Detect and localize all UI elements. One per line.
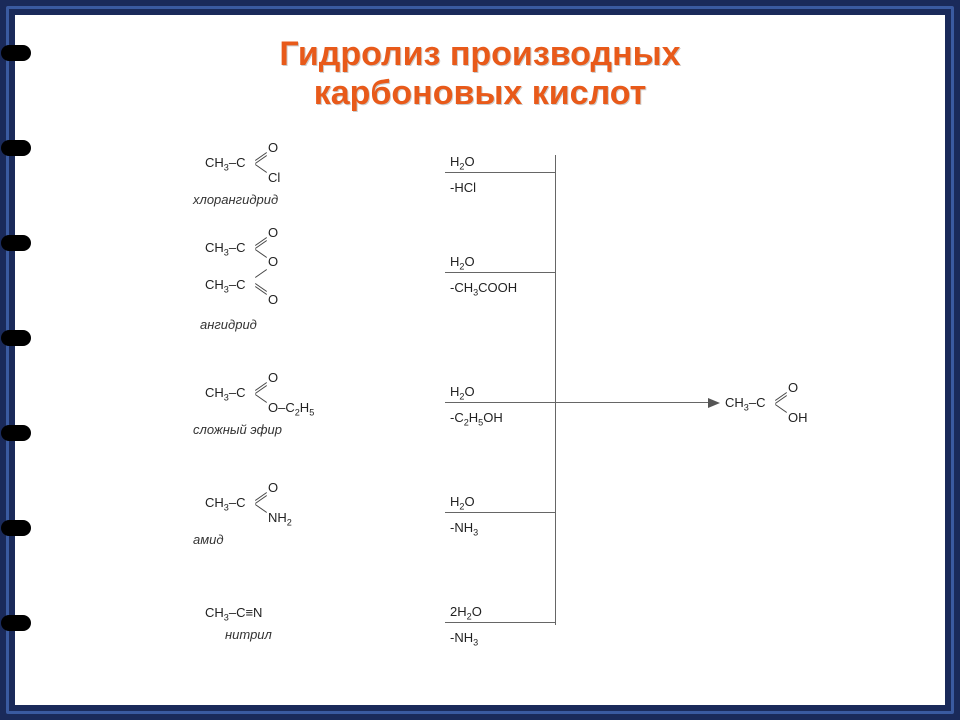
reagent-line — [445, 512, 555, 513]
reagent-line — [445, 172, 555, 173]
reagent-over: H2O — [450, 384, 475, 402]
spiral-ring — [1, 615, 31, 631]
reactant-formula: CH3–C — [725, 395, 765, 413]
product-arrowhead — [708, 398, 720, 408]
reagent-line — [445, 402, 555, 403]
bottom-group: OH — [788, 410, 808, 425]
reactant-name: нитрил — [225, 627, 272, 642]
reactant-name: ангидрид — [200, 317, 257, 332]
reagent-under: -CH3COOH — [450, 280, 517, 298]
reagent-under: -NH3 — [450, 520, 478, 538]
reagent-over: 2H2O — [450, 604, 482, 622]
spiral-ring — [1, 140, 31, 156]
reaction-diagram: CH3–COClхлорангидридH2O-HClCH3–COOCH3–CO… — [65, 120, 915, 680]
reagent-line — [445, 272, 555, 273]
spiral-ring — [1, 425, 31, 441]
oxygen-top: O — [788, 380, 798, 395]
reactant-formula: CH3–C — [205, 495, 245, 513]
spiral-binding — [1, 15, 15, 705]
title-line-2: карбоновых кислот — [314, 74, 647, 112]
nitrile-formula: CH3–C≡N — [205, 605, 262, 623]
reagent-line — [445, 622, 555, 623]
reagent-over: H2O — [450, 494, 475, 512]
slide-frame: Гидролиз производных карбоновых кислот C… — [0, 0, 960, 720]
reactant-name: амид — [193, 532, 224, 547]
reagent-under: -C2H5OH — [450, 410, 503, 428]
oxygen-top: O — [268, 370, 278, 385]
oxygen-top: O — [268, 480, 278, 495]
bottom-group: NH2 — [268, 510, 292, 528]
reagent-under: -NH3 — [450, 630, 478, 648]
anhydride-bot: CH3–C — [205, 277, 245, 295]
product-arrow-line — [555, 402, 710, 403]
reagent-over: H2O — [450, 154, 475, 172]
anhydride-top: CH3–C — [205, 240, 245, 258]
oxygen-top: O — [268, 140, 278, 155]
reactant-name: хлорангидрид — [193, 192, 278, 207]
title-line-1: Гидролиз производных — [279, 35, 680, 73]
bridging-oxygen: O — [268, 254, 278, 269]
spiral-ring — [1, 235, 31, 251]
reagent-under: -HCl — [450, 180, 476, 195]
bottom-group: Cl — [268, 170, 280, 185]
slide-inner-border: Гидролиз производных карбоновых кислот C… — [6, 6, 954, 714]
bottom-group: O–C2H5 — [268, 400, 314, 418]
slide-page: Гидролиз производных карбоновых кислот C… — [15, 15, 945, 705]
oxygen: O — [268, 292, 278, 307]
spiral-ring — [1, 520, 31, 536]
oxygen: O — [268, 225, 278, 240]
reactant-formula: CH3–C — [205, 155, 245, 173]
reactant-formula: CH3–C — [205, 385, 245, 403]
bracket-line — [555, 155, 556, 625]
spiral-ring — [1, 330, 31, 346]
reactant-name: сложный эфир — [193, 422, 282, 437]
reagent-over: H2O — [450, 254, 475, 272]
slide-title: Гидролиз производных карбоновых кислот — [15, 35, 945, 113]
